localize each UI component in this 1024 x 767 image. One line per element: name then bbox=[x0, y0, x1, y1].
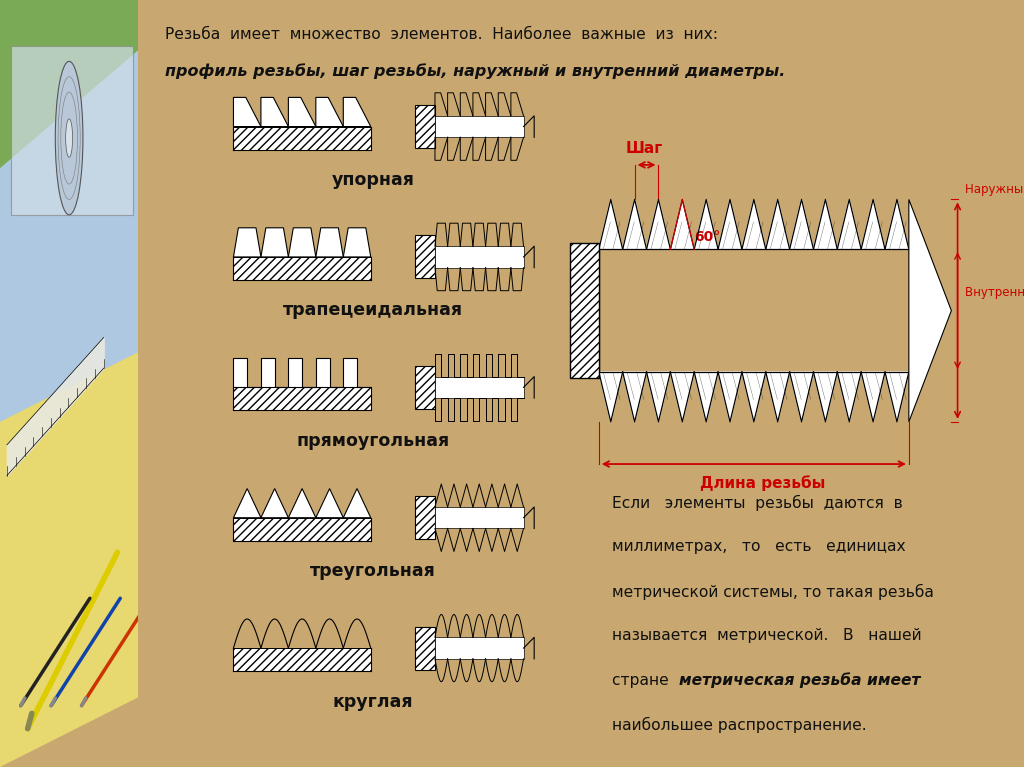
Polygon shape bbox=[315, 228, 343, 257]
Polygon shape bbox=[343, 358, 371, 387]
Text: треугольная: треугольная bbox=[310, 562, 436, 580]
Bar bbox=[233, 257, 371, 280]
Polygon shape bbox=[646, 199, 671, 249]
Text: Длина резьбы: Длина резьбы bbox=[700, 476, 825, 492]
Polygon shape bbox=[861, 199, 885, 249]
Polygon shape bbox=[671, 372, 694, 422]
Text: профиль резьбы, шаг резьбы, наружный и внутренний диаметры.: профиль резьбы, шаг резьбы, наружный и в… bbox=[165, 63, 785, 79]
Polygon shape bbox=[315, 489, 343, 518]
Polygon shape bbox=[343, 97, 371, 127]
Polygon shape bbox=[289, 489, 315, 518]
Polygon shape bbox=[261, 489, 289, 518]
Polygon shape bbox=[315, 358, 343, 387]
Text: стране: стране bbox=[612, 673, 679, 688]
Text: Наружный диаметр: Наружный диаметр bbox=[965, 183, 1024, 196]
Text: 60°: 60° bbox=[694, 230, 721, 244]
Bar bbox=[0, 0, 138, 215]
Bar bbox=[416, 627, 435, 670]
Polygon shape bbox=[790, 199, 813, 249]
Polygon shape bbox=[289, 97, 315, 127]
Bar bbox=[233, 387, 371, 410]
Polygon shape bbox=[343, 228, 371, 257]
Bar bbox=[11, 46, 133, 215]
Polygon shape bbox=[742, 372, 766, 422]
Bar bbox=[435, 116, 523, 137]
Polygon shape bbox=[766, 372, 790, 422]
Polygon shape bbox=[233, 489, 261, 518]
Bar bbox=[233, 127, 371, 150]
Polygon shape bbox=[261, 228, 289, 257]
Bar bbox=[435, 637, 523, 659]
Polygon shape bbox=[813, 372, 838, 422]
Text: Внутренний диаметр: Внутренний диаметр bbox=[965, 286, 1024, 299]
Polygon shape bbox=[599, 199, 623, 249]
Polygon shape bbox=[813, 199, 838, 249]
Text: метрическая резьба имеет: метрическая резьба имеет bbox=[680, 673, 921, 689]
Text: Резьба  имеет  множество  элементов.  Наиболее  важные  из  них:: Резьба имеет множество элементов. Наибол… bbox=[165, 27, 718, 42]
Text: круглая: круглая bbox=[333, 693, 414, 710]
Polygon shape bbox=[885, 372, 909, 422]
Polygon shape bbox=[671, 199, 694, 249]
Text: миллиметрах,   то   есть   единицах: миллиметрах, то есть единицах bbox=[612, 539, 906, 555]
Text: называется  метрической.   В   нашей: называется метрической. В нашей bbox=[612, 628, 922, 644]
Polygon shape bbox=[261, 358, 289, 387]
Bar bbox=[416, 105, 435, 148]
Polygon shape bbox=[233, 358, 261, 387]
Bar bbox=[435, 507, 523, 528]
Polygon shape bbox=[742, 199, 766, 249]
Bar bbox=[233, 648, 371, 671]
Polygon shape bbox=[718, 199, 742, 249]
Polygon shape bbox=[885, 199, 909, 249]
Bar bbox=[233, 518, 371, 541]
Polygon shape bbox=[233, 228, 261, 257]
Polygon shape bbox=[0, 38, 153, 652]
Polygon shape bbox=[694, 199, 718, 249]
Polygon shape bbox=[315, 97, 343, 127]
Text: трапецеидальная: трапецеидальная bbox=[283, 301, 463, 319]
Polygon shape bbox=[0, 345, 153, 767]
Bar bbox=[416, 496, 435, 539]
Bar bbox=[570, 243, 599, 378]
Polygon shape bbox=[909, 199, 951, 422]
Polygon shape bbox=[790, 372, 813, 422]
Text: наибольшее распространение.: наибольшее распространение. bbox=[612, 717, 866, 733]
Polygon shape bbox=[766, 199, 790, 249]
Polygon shape bbox=[838, 372, 861, 422]
Polygon shape bbox=[694, 372, 718, 422]
Circle shape bbox=[55, 61, 83, 215]
Polygon shape bbox=[343, 489, 371, 518]
Polygon shape bbox=[861, 372, 885, 422]
Text: упорная: упорная bbox=[332, 171, 415, 189]
Bar bbox=[416, 235, 435, 278]
Text: метрической системы, то такая резьба: метрической системы, то такая резьба bbox=[612, 584, 934, 600]
Text: Если   элементы  резьбы  даются  в: Если элементы резьбы даются в bbox=[612, 495, 903, 511]
Bar bbox=[435, 377, 523, 398]
Circle shape bbox=[66, 119, 73, 157]
Polygon shape bbox=[623, 199, 646, 249]
Polygon shape bbox=[289, 358, 315, 387]
Text: прямоугольная: прямоугольная bbox=[296, 432, 450, 449]
Polygon shape bbox=[233, 97, 261, 127]
Polygon shape bbox=[838, 199, 861, 249]
Polygon shape bbox=[261, 97, 289, 127]
Polygon shape bbox=[289, 228, 315, 257]
Polygon shape bbox=[599, 372, 623, 422]
Polygon shape bbox=[623, 372, 646, 422]
Bar bbox=[435, 246, 523, 268]
Bar bbox=[599, 249, 909, 372]
Bar bbox=[416, 366, 435, 409]
Text: Шаг: Шаг bbox=[626, 140, 663, 156]
Polygon shape bbox=[718, 372, 742, 422]
Polygon shape bbox=[646, 372, 671, 422]
